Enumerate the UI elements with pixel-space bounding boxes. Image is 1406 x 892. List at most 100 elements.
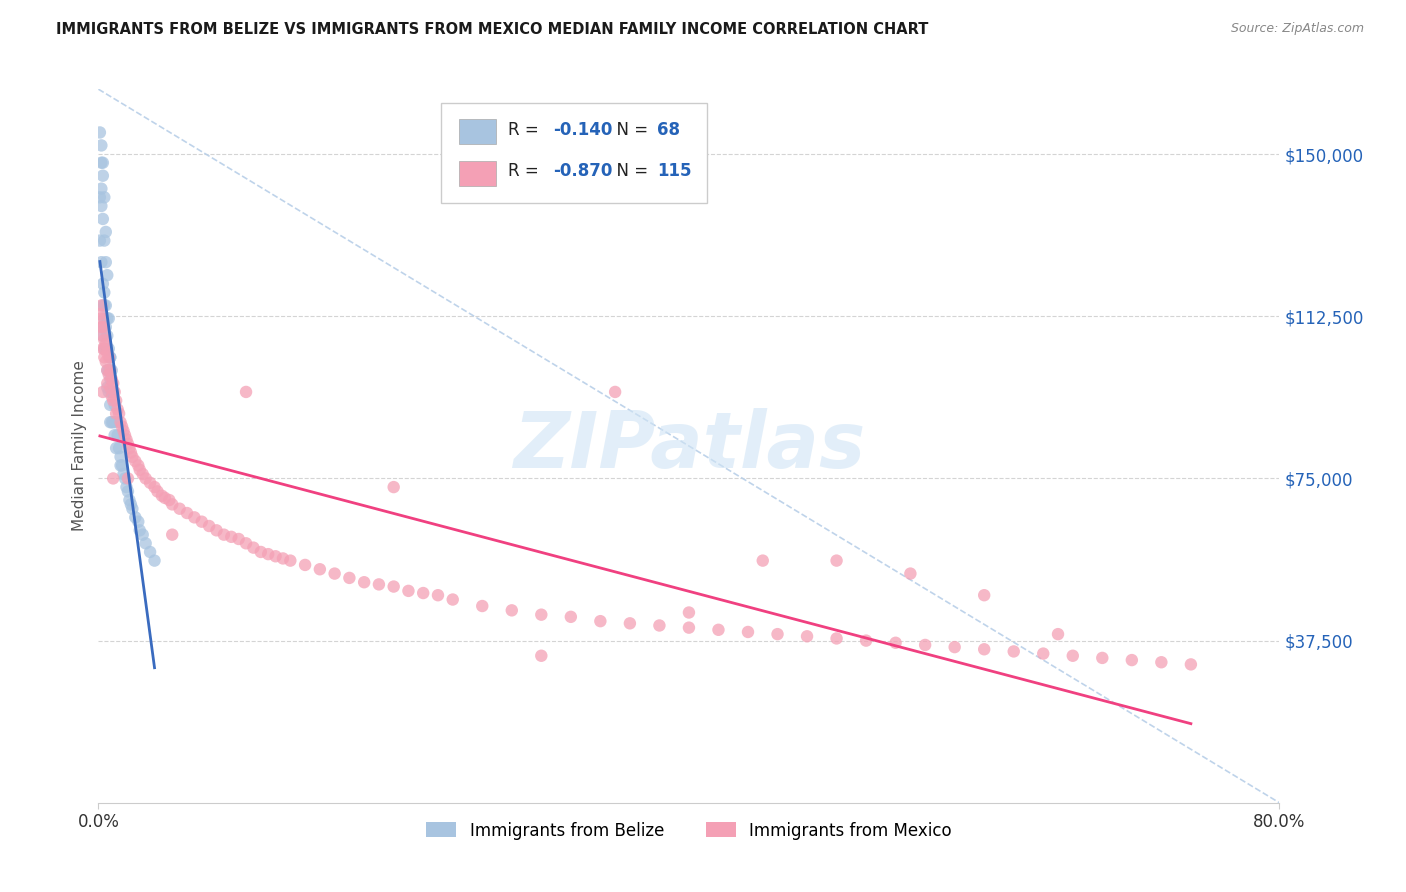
Point — [176, 506, 198, 520]
Point — [205, 524, 228, 538]
Text: R =: R = — [508, 162, 544, 180]
Point — [146, 484, 169, 499]
Point — [120, 445, 142, 459]
Point — [110, 415, 132, 429]
Point — [135, 471, 157, 485]
Point — [93, 285, 115, 300]
Point — [103, 384, 125, 399]
Point — [1002, 644, 1025, 658]
Point — [127, 515, 149, 529]
Point — [1046, 627, 1070, 641]
Point — [589, 614, 612, 628]
Point — [93, 333, 115, 347]
Point — [198, 519, 221, 533]
Point — [884, 636, 907, 650]
Point — [1180, 657, 1202, 672]
Point — [90, 199, 112, 213]
Point — [560, 610, 582, 624]
Point — [100, 372, 122, 386]
Point — [114, 428, 136, 442]
Point — [1091, 651, 1114, 665]
Point — [94, 225, 117, 239]
Point — [96, 381, 118, 395]
Point — [796, 629, 818, 643]
Point — [973, 642, 995, 657]
Point — [973, 588, 995, 602]
Point — [103, 393, 125, 408]
Point — [117, 484, 139, 499]
Point — [93, 342, 115, 356]
Point — [398, 583, 420, 598]
Point — [471, 599, 494, 613]
Point — [91, 155, 114, 169]
Point — [121, 501, 143, 516]
Point — [914, 638, 936, 652]
Point — [91, 320, 114, 334]
Point — [112, 424, 135, 438]
Point — [91, 328, 114, 343]
Point — [368, 577, 391, 591]
Point — [93, 342, 115, 356]
Point — [90, 311, 112, 326]
Text: 115: 115 — [657, 162, 692, 180]
Point — [89, 125, 111, 139]
Point — [91, 342, 114, 356]
Point — [900, 566, 922, 581]
Point — [1032, 647, 1054, 661]
Point — [221, 530, 243, 544]
Text: Source: ZipAtlas.com: Source: ZipAtlas.com — [1230, 22, 1364, 36]
Point — [153, 491, 176, 505]
Point — [98, 398, 121, 412]
Point — [118, 493, 141, 508]
Point — [157, 493, 180, 508]
Point — [91, 298, 114, 312]
Point — [110, 458, 132, 473]
Point — [257, 547, 280, 561]
Point — [90, 298, 112, 312]
Point — [323, 566, 346, 581]
FancyBboxPatch shape — [441, 103, 707, 203]
Point — [93, 298, 115, 312]
Point — [97, 384, 120, 399]
Text: R =: R = — [508, 121, 544, 139]
Point — [427, 588, 450, 602]
Point — [90, 255, 112, 269]
Point — [96, 363, 118, 377]
Point — [707, 623, 730, 637]
Point — [89, 190, 111, 204]
Point — [96, 328, 118, 343]
Point — [132, 467, 155, 482]
Point — [93, 190, 115, 204]
Point — [766, 627, 789, 641]
Point — [228, 532, 250, 546]
Point — [117, 437, 139, 451]
Point — [94, 320, 117, 334]
Point — [96, 311, 118, 326]
Point — [412, 586, 434, 600]
Point — [501, 603, 523, 617]
Point — [235, 384, 257, 399]
Point — [183, 510, 205, 524]
Point — [96, 346, 118, 360]
Point — [97, 342, 120, 356]
Point — [94, 354, 117, 368]
Point — [120, 497, 142, 511]
Point — [127, 458, 149, 473]
Point — [112, 467, 135, 482]
Point — [264, 549, 287, 564]
Point — [242, 541, 264, 555]
Point — [96, 363, 118, 377]
Point — [90, 138, 112, 153]
Point — [353, 575, 375, 590]
Point — [752, 553, 775, 567]
Point — [103, 471, 125, 485]
Y-axis label: Median Family Income: Median Family Income — [72, 360, 87, 532]
Point — [124, 454, 146, 468]
Point — [169, 501, 191, 516]
Point — [103, 415, 125, 429]
Point — [212, 527, 235, 541]
Point — [1062, 648, 1084, 663]
Point — [97, 311, 120, 326]
Point — [135, 536, 157, 550]
Point — [530, 648, 553, 663]
